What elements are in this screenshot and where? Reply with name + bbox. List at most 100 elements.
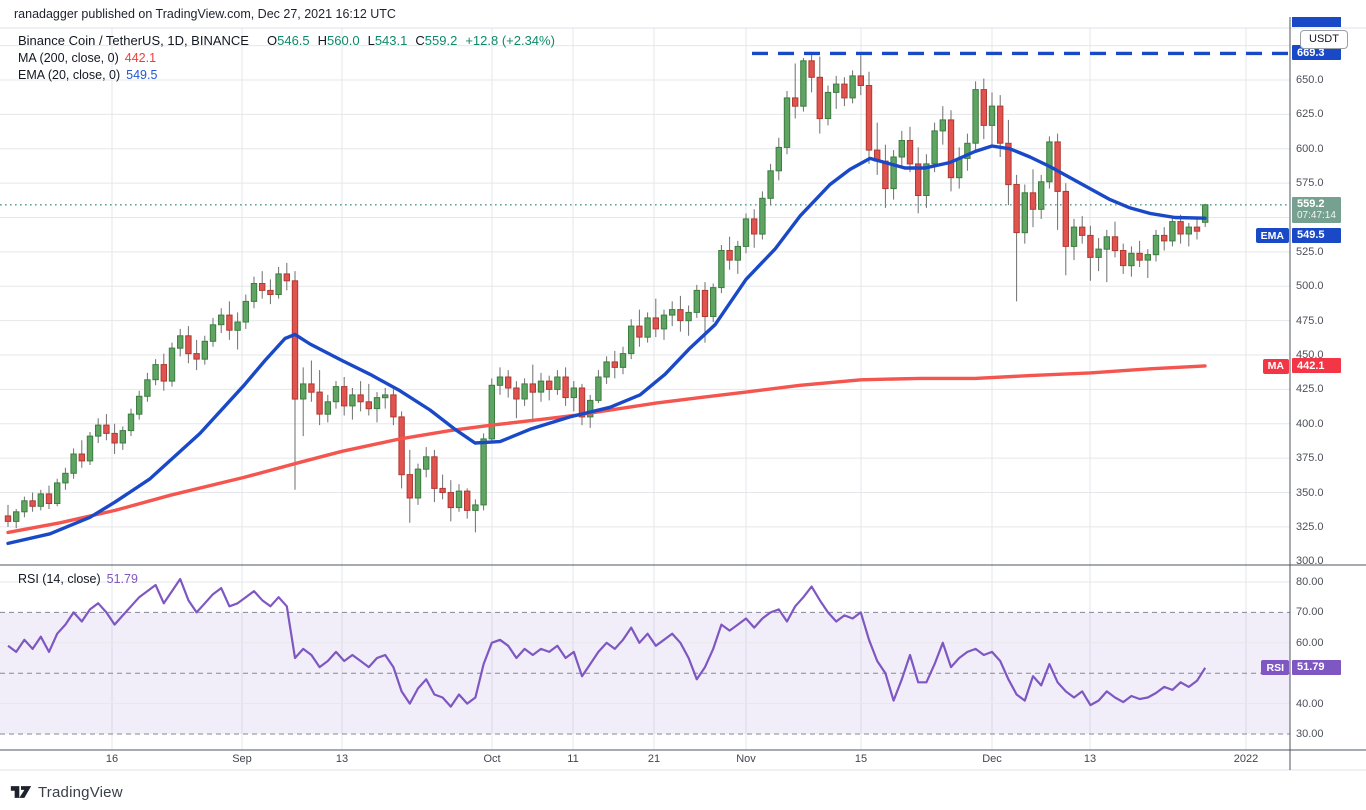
ma-value: 442.1 <box>124 51 157 65</box>
ohlc-value: 559.2 <box>424 33 458 48</box>
candle <box>1152 234 1160 256</box>
currency-toggle-button[interactable]: USDT <box>1300 30 1348 49</box>
candle <box>972 89 979 144</box>
candle <box>308 383 315 393</box>
time-tick-label: 11 <box>567 753 579 765</box>
price-tick-label: 450.0 <box>1296 349 1324 361</box>
candle <box>890 156 897 190</box>
candle <box>455 490 463 509</box>
candle <box>816 76 823 120</box>
rsi-tick-label: 30.00 <box>1296 728 1324 740</box>
time-tick-label: Nov <box>736 753 756 765</box>
candle <box>521 383 528 400</box>
candle <box>537 380 545 393</box>
candle <box>29 500 36 507</box>
candle <box>242 300 250 323</box>
candle <box>127 413 135 432</box>
candle <box>1046 141 1053 183</box>
ema-legend-row[interactable]: EMA (20, close, 0) 549.5 <box>18 67 555 83</box>
time-tick-label: Oct <box>483 753 501 765</box>
time-tick-label: 15 <box>854 753 868 765</box>
candle <box>1120 250 1127 267</box>
candle <box>734 245 741 261</box>
candle <box>923 163 930 196</box>
candle <box>1005 142 1012 186</box>
rsi-tick-label: 70.00 <box>1296 606 1324 619</box>
candle <box>505 376 512 389</box>
candle <box>119 430 126 444</box>
candle <box>1013 184 1020 234</box>
candle <box>103 424 110 434</box>
ema-value: 549.5 <box>126 68 158 82</box>
candle <box>1161 234 1168 242</box>
candle <box>964 142 971 159</box>
symbol-title: Binance Coin / TetherUS, 1D, BINANCE <box>18 33 249 48</box>
candle <box>414 468 422 499</box>
rsi-legend: RSI (14, close) 51.79 <box>18 570 138 587</box>
symbol-legend-row[interactable]: Binance Coin / TetherUS, 1D, BINANCE O546… <box>18 33 555 49</box>
candle <box>291 280 299 400</box>
candle <box>619 353 627 368</box>
candle <box>980 89 987 126</box>
candle <box>759 197 766 235</box>
candle <box>939 119 946 132</box>
candle <box>857 75 864 87</box>
ema-price-label: 549.5 <box>1292 227 1341 243</box>
candle <box>259 283 266 291</box>
candle <box>554 376 561 390</box>
bar-countdown: 07:47:14 <box>1297 210 1336 222</box>
candle <box>677 309 684 322</box>
candle <box>710 287 717 318</box>
price-tick-label: 375.0 <box>1296 452 1324 465</box>
candle <box>472 504 479 511</box>
candle <box>751 218 758 235</box>
rsi-value-label: 51.79 <box>1292 659 1341 675</box>
candle <box>652 317 659 330</box>
ohlc-letter: C <box>415 33 425 48</box>
candle <box>669 309 676 316</box>
candle <box>111 432 118 444</box>
candle <box>865 85 873 151</box>
candle <box>660 314 668 330</box>
candle <box>898 140 905 158</box>
candle <box>628 325 635 355</box>
candle <box>439 487 446 493</box>
candle <box>209 324 217 342</box>
candle <box>595 376 602 401</box>
price-tick-label: 525.0 <box>1296 245 1324 258</box>
candle <box>496 376 504 386</box>
candle <box>218 314 225 326</box>
candle <box>300 383 307 400</box>
candle <box>792 97 799 107</box>
candle <box>1021 192 1028 234</box>
candle <box>406 474 414 499</box>
candle <box>95 424 102 437</box>
candle <box>1095 248 1102 258</box>
rsi-tick-label: 80.00 <box>1296 576 1324 588</box>
candle <box>332 386 340 403</box>
candle <box>37 493 44 507</box>
candle <box>136 395 143 415</box>
candle <box>373 397 381 410</box>
ohlc-value: 546.5 <box>277 33 310 48</box>
candle <box>144 379 151 397</box>
candle <box>168 347 176 382</box>
candle <box>152 364 159 381</box>
candle <box>775 146 782 172</box>
candle <box>54 482 61 504</box>
price-tick-label: 650.0 <box>1296 74 1324 86</box>
rsi-legend-row[interactable]: RSI (14, close) 51.79 <box>18 571 138 587</box>
candle <box>423 456 430 470</box>
candle <box>267 289 274 295</box>
candle <box>1070 226 1078 247</box>
price-tick-label: 600.0 <box>1296 142 1324 155</box>
candle <box>193 353 200 360</box>
candle <box>70 453 77 474</box>
candle <box>742 218 750 247</box>
candle <box>382 394 389 399</box>
candle <box>324 401 332 415</box>
clipped-price-badge <box>1292 17 1341 27</box>
ma-legend-row[interactable]: MA (200, close, 0) 442.1 <box>18 50 555 66</box>
